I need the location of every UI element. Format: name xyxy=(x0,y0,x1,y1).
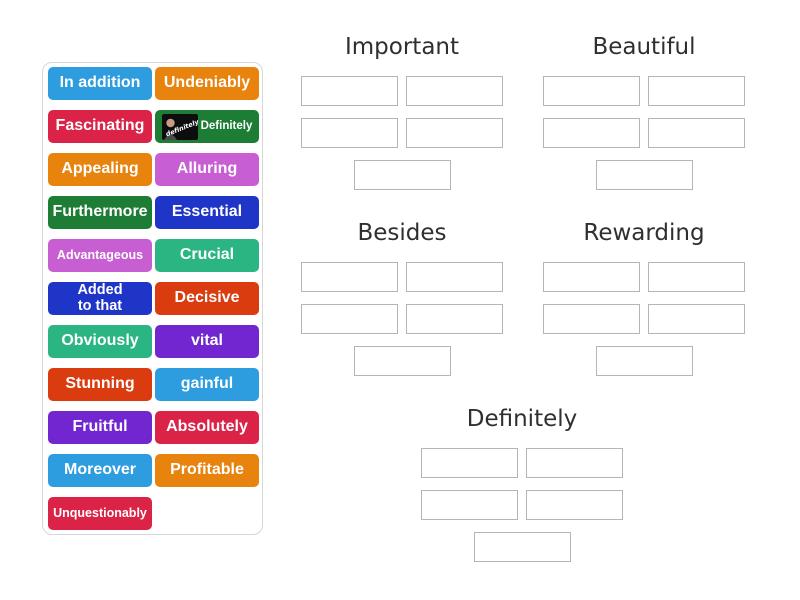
beautiful-slot-4[interactable] xyxy=(648,118,745,148)
tile-vital[interactable]: vital xyxy=(155,325,259,358)
rewarding-slot-5[interactable] xyxy=(595,346,693,376)
tile-fruitful[interactable]: Fruitful xyxy=(48,411,152,444)
definitely-slot-5[interactable] xyxy=(473,532,571,562)
tile-added-to-that[interactable]: Added to that xyxy=(48,282,152,315)
group-definitely-slots xyxy=(421,448,623,562)
tile-alluring[interactable]: Alluring xyxy=(155,153,259,186)
tile-appealing[interactable]: Appealing xyxy=(48,153,152,186)
tile-furthermore[interactable]: Furthermore xyxy=(48,196,152,229)
tile-fascinating[interactable]: Fascinating xyxy=(48,110,152,143)
group-important: Important xyxy=(301,31,503,190)
beautiful-slot-2[interactable] xyxy=(648,76,745,106)
besides-slot-4[interactable] xyxy=(406,304,503,334)
group-definitely: Definitely xyxy=(421,403,623,562)
word-bank-panel: In addition Undeniably Fascinating defin… xyxy=(42,62,263,535)
tile-obviously[interactable]: Obviously xyxy=(48,325,152,358)
group-beautiful-slots xyxy=(543,76,745,190)
definitely-slot-4[interactable] xyxy=(526,490,623,520)
group-title-definitely: Definitely xyxy=(466,406,578,432)
besides-slot-3[interactable] xyxy=(301,304,398,334)
beautiful-slot-3[interactable] xyxy=(543,118,640,148)
important-slot-3[interactable] xyxy=(301,118,398,148)
tile-gainful[interactable]: gainful xyxy=(155,368,259,401)
tile-absolutely[interactable]: Absolutely xyxy=(155,411,259,444)
tile-definitely-label: Definitely xyxy=(200,120,253,133)
tile-undeniably[interactable]: Undeniably xyxy=(155,67,259,100)
group-important-slots xyxy=(301,76,503,190)
besides-slot-2[interactable] xyxy=(406,262,503,292)
group-rewarding: Rewarding xyxy=(543,217,745,376)
group-rewarding-slots xyxy=(543,262,745,376)
tile-moreover[interactable]: Moreover xyxy=(48,454,152,487)
tile-advantageous[interactable]: Advantageous xyxy=(48,239,152,272)
definitely-slot-3[interactable] xyxy=(421,490,518,520)
important-slot-5[interactable] xyxy=(353,160,451,190)
group-title-rewarding: Rewarding xyxy=(583,220,705,246)
important-slot-2[interactable] xyxy=(406,76,503,106)
group-beautiful: Beautiful xyxy=(543,31,745,190)
group-besides-slots xyxy=(301,262,503,376)
important-slot-1[interactable] xyxy=(301,76,398,106)
group-title-besides: Besides xyxy=(357,220,447,246)
group-title-beautiful: Beautiful xyxy=(592,34,696,60)
group-title-important: Important xyxy=(344,34,460,60)
tile-profitable[interactable]: Profitable xyxy=(155,454,259,487)
tile-decisive[interactable]: Decisive xyxy=(155,282,259,315)
rewarding-slot-1[interactable] xyxy=(543,262,640,292)
definitely-photo-thumbnail: definitely xyxy=(161,113,198,140)
rewarding-slot-3[interactable] xyxy=(543,304,640,334)
definitely-slot-2[interactable] xyxy=(526,448,623,478)
rewarding-slot-2[interactable] xyxy=(648,262,745,292)
tile-crucial[interactable]: Crucial xyxy=(155,239,259,272)
tile-in-addition[interactable]: In addition xyxy=(48,67,152,100)
beautiful-slot-5[interactable] xyxy=(595,160,693,190)
tile-definitely[interactable]: definitely Definitely xyxy=(155,110,259,143)
definitely-slot-1[interactable] xyxy=(421,448,518,478)
besides-slot-5[interactable] xyxy=(353,346,451,376)
besides-slot-1[interactable] xyxy=(301,262,398,292)
tile-essential[interactable]: Essential xyxy=(155,196,259,229)
group-besides: Besides xyxy=(301,217,503,376)
tile-stunning[interactable]: Stunning xyxy=(48,368,152,401)
important-slot-4[interactable] xyxy=(406,118,503,148)
beautiful-slot-1[interactable] xyxy=(543,76,640,106)
tile-unquestionably[interactable]: Unquestionably xyxy=(48,497,152,530)
rewarding-slot-4[interactable] xyxy=(648,304,745,334)
